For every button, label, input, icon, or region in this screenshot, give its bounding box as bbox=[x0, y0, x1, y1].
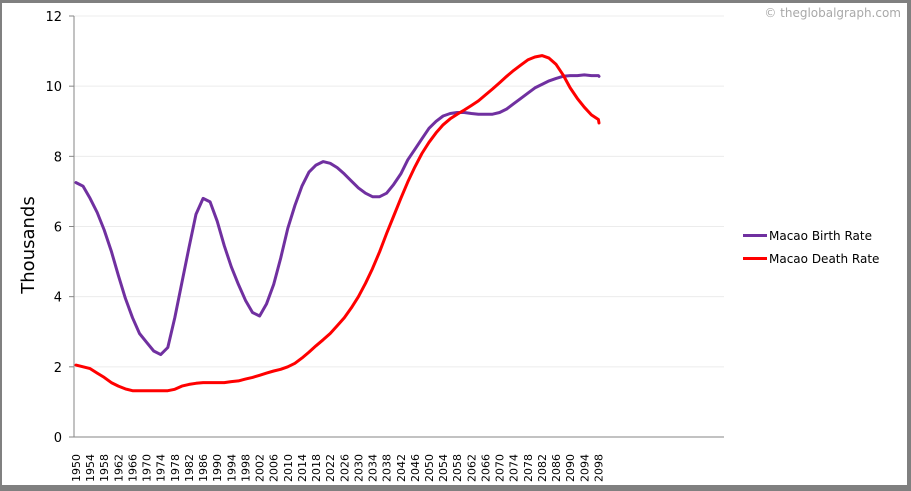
x-tick-label: 2094 bbox=[578, 454, 591, 482]
x-tick-label: 2066 bbox=[479, 454, 492, 482]
x-tick-label: 2030 bbox=[352, 454, 365, 482]
gridlines bbox=[74, 15, 724, 368]
y-tick-label: 2 bbox=[54, 361, 62, 376]
y-tick-label: 0 bbox=[54, 431, 62, 446]
x-tick-label: 1970 bbox=[141, 454, 154, 482]
y-axis-label: Thousands bbox=[18, 196, 39, 294]
x-tick-label: 2070 bbox=[494, 454, 507, 482]
watermark: © theglobalgraph.com bbox=[764, 6, 901, 20]
x-tick-label: 2010 bbox=[282, 454, 295, 482]
x-tick-label: 2042 bbox=[395, 454, 408, 482]
x-tick-label: 1990 bbox=[211, 454, 224, 482]
y-tick-label: 8 bbox=[54, 150, 62, 165]
x-tick-label: 2090 bbox=[564, 454, 577, 482]
x-tick-label: 2006 bbox=[268, 454, 281, 482]
death-rate-line bbox=[74, 54, 601, 393]
y-tick-label: 12 bbox=[45, 10, 62, 25]
legend-swatch-birth bbox=[743, 234, 767, 237]
x-tick-label: 2002 bbox=[254, 454, 267, 482]
birth-rate-line bbox=[74, 73, 601, 357]
x-tick-label: 2078 bbox=[522, 454, 535, 482]
legend-label-death: Macao Death Rate bbox=[769, 251, 880, 266]
x-tick-label: 1986 bbox=[197, 454, 210, 482]
x-tick-label: 2086 bbox=[550, 454, 563, 482]
y-tick-label: 4 bbox=[54, 291, 62, 306]
x-tick-label: 1958 bbox=[98, 454, 111, 482]
x-tick-label: 2046 bbox=[409, 454, 422, 482]
y-axis-ticks: 0 2 4 6 8 10 12 bbox=[45, 10, 74, 446]
x-tick-label: 2058 bbox=[451, 454, 464, 482]
x-tick-label: 2074 bbox=[508, 454, 521, 482]
legend-label-birth: Macao Birth Rate bbox=[769, 228, 872, 243]
y-tick-label: 10 bbox=[45, 80, 62, 95]
x-tick-label: 2014 bbox=[296, 454, 309, 482]
x-axis-ticks: 1950 1954 1958 1962 1966 1970 1974 1978 1982 1986… bbox=[70, 454, 605, 482]
x-tick-label: 2022 bbox=[324, 454, 337, 482]
x-tick-label: 1962 bbox=[112, 454, 125, 482]
x-tick-label: 1978 bbox=[169, 454, 182, 482]
x-tick-label: 1982 bbox=[183, 454, 196, 482]
x-tick-label: 2018 bbox=[310, 454, 323, 482]
x-tick-label: 2050 bbox=[423, 454, 436, 482]
x-tick-label: 2034 bbox=[367, 454, 380, 482]
x-tick-label: 1974 bbox=[155, 454, 168, 482]
y-tick-label: 6 bbox=[54, 221, 62, 236]
x-tick-label: 1998 bbox=[239, 454, 252, 482]
x-tick-label: 1994 bbox=[225, 454, 238, 482]
x-tick-label: 2026 bbox=[338, 454, 351, 482]
x-tick-label: 1954 bbox=[84, 454, 97, 482]
x-tick-label: 2082 bbox=[536, 454, 549, 482]
legend-swatch-death bbox=[743, 257, 767, 260]
series-lines bbox=[74, 54, 601, 393]
x-tick-label: 1950 bbox=[70, 454, 83, 482]
legend: Macao Birth Rate Macao Death Rate bbox=[743, 224, 879, 270]
x-tick-label: 2098 bbox=[592, 454, 605, 482]
legend-item-birth: Macao Birth Rate bbox=[743, 224, 879, 247]
chart-frame bbox=[2, 3, 907, 485]
x-tick-label: 2062 bbox=[465, 454, 478, 482]
legend-item-death: Macao Death Rate bbox=[743, 247, 879, 270]
x-tick-label: 2038 bbox=[381, 454, 394, 482]
x-tick-label: 2054 bbox=[437, 454, 450, 482]
x-tick-label: 1966 bbox=[126, 454, 139, 482]
